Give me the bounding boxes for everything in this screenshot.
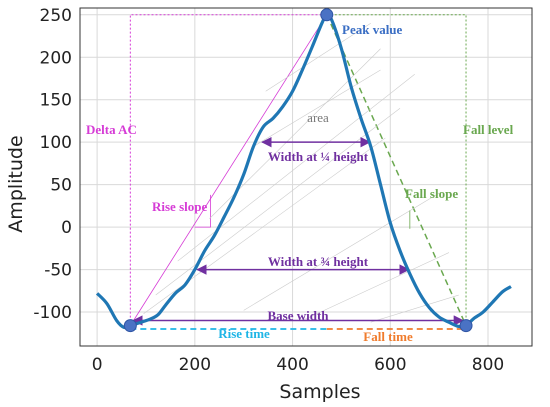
rise-slope-marker xyxy=(194,194,211,228)
x-tick-label: 200 xyxy=(179,355,211,375)
x-tick-label: 800 xyxy=(472,355,504,375)
label-fall-slope: Fall slope xyxy=(405,186,458,201)
y-tick-label: -100 xyxy=(33,303,72,323)
area-hatch-line xyxy=(302,252,450,321)
rise-slope-line xyxy=(129,14,328,326)
label-base-width: Base width xyxy=(267,308,329,323)
key-point-1 xyxy=(320,8,334,22)
label-rise-slope: Rise slope xyxy=(152,199,207,214)
label-width-three-quarter: Width at ¾ height xyxy=(268,254,369,269)
label-rise-time: Rise time xyxy=(218,326,270,341)
key-points xyxy=(123,8,473,333)
y-tick-label: 250 xyxy=(40,6,72,26)
y-tick-label: 0 xyxy=(61,218,72,238)
y-tick-label: 200 xyxy=(40,48,72,68)
label-peak-value: Peak value xyxy=(342,22,403,37)
axes-box xyxy=(79,7,533,347)
annotation-labels: Peak value Delta AC area Fall level Widt… xyxy=(86,22,514,344)
area-hatch-line xyxy=(243,192,440,311)
plot-frame xyxy=(79,7,533,347)
series-line xyxy=(95,12,512,330)
fall-slope-line xyxy=(326,14,467,326)
label-width-quarter: Width at ¼ height xyxy=(268,149,369,164)
label-fall-time: Fall time xyxy=(363,329,413,344)
label-delta-ac: Delta AC xyxy=(86,122,137,137)
key-point-2 xyxy=(459,319,473,333)
x-tick-label: 400 xyxy=(276,355,308,375)
x-tick-labels: 0 200 400 600 800 xyxy=(92,355,505,375)
delta-ac-guide xyxy=(129,14,327,326)
x-axis-title: Samples xyxy=(279,381,360,403)
y-tick-label: -50 xyxy=(44,261,72,281)
series-layer xyxy=(95,12,512,330)
y-tick-labels: -100 -50 0 50 100 150 200 250 xyxy=(33,6,72,323)
area-hatch-line xyxy=(370,294,459,323)
area-hatch-line xyxy=(265,23,371,92)
x-tick-label: 600 xyxy=(374,355,406,375)
y-tick-label: 100 xyxy=(40,133,72,153)
y-tick-label: 150 xyxy=(40,91,72,111)
y-tick-label: 50 xyxy=(50,176,72,196)
label-area: area xyxy=(307,110,329,125)
area-hatch-line xyxy=(253,69,381,147)
label-fall-level: Fall level xyxy=(463,122,514,137)
key-point-0 xyxy=(123,319,137,333)
area-hatch-line xyxy=(177,74,415,262)
x-tick-label: 0 xyxy=(92,355,103,375)
y-axis-title: Amplitude xyxy=(5,135,27,232)
annotation-guides xyxy=(129,14,467,330)
